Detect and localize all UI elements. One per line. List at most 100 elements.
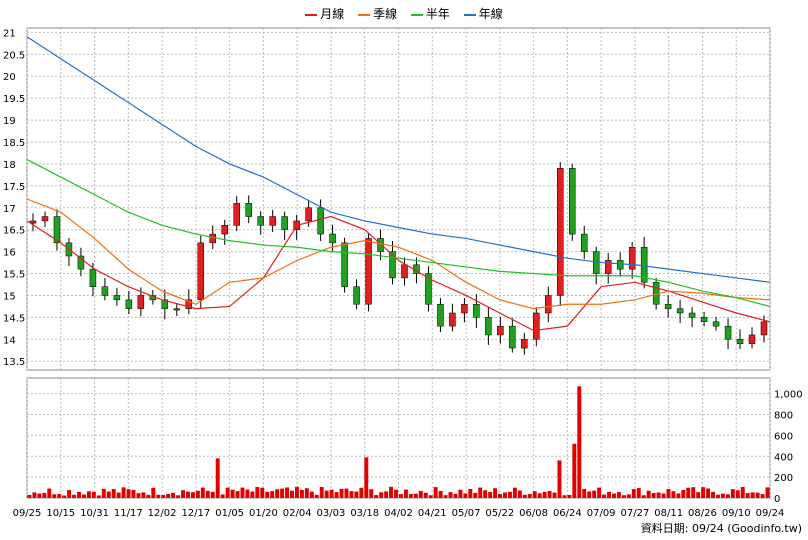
legend-swatch [358, 13, 371, 16]
volume-bar [567, 494, 572, 498]
volume-bar [151, 487, 156, 498]
volume-bar [255, 487, 260, 498]
candle-body [41, 216, 49, 222]
volume-bar [720, 493, 725, 498]
legend-label: 月線 [320, 7, 345, 21]
volume-bar [730, 489, 735, 498]
volume-bar [91, 491, 96, 498]
volume-bar [552, 492, 557, 498]
volume-tick-label: 400 [774, 452, 793, 463]
x-tick-label: 03/03 [317, 508, 346, 519]
volume-bar [433, 487, 438, 498]
volume-bar [582, 488, 587, 498]
volume-bar [171, 492, 176, 498]
volume-bar [200, 487, 205, 498]
legend-label: 半年 [425, 7, 450, 21]
x-tick-label: 11/17 [114, 508, 143, 519]
volume-bar [547, 491, 552, 498]
candle-body [53, 216, 61, 244]
legend-swatch [305, 13, 318, 16]
candle-body [113, 295, 121, 301]
price-tick-label: 16.5 [3, 226, 25, 237]
volume-bar [498, 493, 503, 498]
x-tick-label: 05/07 [452, 508, 481, 519]
volume-bar [651, 493, 656, 498]
volume-bar [503, 492, 507, 498]
volume-bar [131, 489, 136, 498]
x-tick-label: 02/04 [283, 508, 312, 519]
legend-swatch [463, 13, 476, 16]
volume-bar [666, 489, 671, 498]
x-tick-label: 04/02 [384, 508, 413, 519]
volume-bar [96, 495, 101, 498]
price-tick-label: 20 [3, 72, 16, 83]
candle-body [712, 321, 720, 327]
volume-bar [676, 493, 681, 498]
volume-bar [453, 493, 458, 498]
volume-bar [290, 490, 294, 498]
volume-tick-label: 1,000 [774, 390, 803, 401]
volume-bar [195, 490, 200, 498]
volume-bar [275, 489, 280, 498]
legend: 月線 季線 半年 年線 [0, 5, 808, 22]
candle-body [461, 303, 468, 314]
volume-bar [240, 487, 245, 498]
legend-item-monthly[interactable]: 月線 [305, 5, 344, 22]
candle-body [724, 325, 732, 340]
volume-bar [602, 494, 607, 498]
volume-bar [577, 386, 582, 498]
volume-bar [379, 492, 384, 498]
candle-body [365, 238, 372, 305]
volume-bar [205, 490, 210, 498]
legend-item-yearly[interactable]: 年線 [463, 5, 503, 22]
volume-bar [656, 492, 661, 498]
volume-bar [597, 487, 602, 498]
candle-body [305, 207, 312, 222]
candle-body [628, 246, 636, 270]
volume-bar [641, 495, 646, 498]
volume-bar [166, 493, 171, 498]
candle-body [125, 299, 133, 309]
candle-body [329, 233, 336, 244]
volume-bar [57, 494, 62, 498]
volume-bar [418, 490, 423, 498]
volume-tick-label: 600 [774, 431, 793, 442]
legend-swatch [410, 13, 423, 16]
volume-bar [181, 490, 186, 498]
volume-bar [62, 495, 67, 498]
x-axis: 09/25 10/15 10/31 11/17 12/02 12/17 01/05 01/20… [13, 508, 785, 519]
price-panel: 21 20.5 20 19.5 19 18.5 18 17.5 17 16.5 16 15.5 15 14… [3, 27, 771, 371]
price-plot-area [26, 27, 771, 371]
volume-bar [517, 490, 522, 498]
legend-item-quarterly[interactable]: 季線 [358, 5, 397, 22]
volume-bar [72, 494, 77, 498]
volume-bar [527, 494, 532, 498]
volume-bar [443, 495, 448, 498]
legend-item-half-year[interactable]: 半年 [410, 5, 450, 22]
volume-bar [270, 491, 275, 498]
volume-bar [428, 495, 433, 498]
x-tick-label: 05/22 [485, 508, 514, 519]
volume-bar [299, 489, 304, 498]
volume-bar [250, 491, 255, 498]
volume-bar [458, 489, 463, 498]
volume-bar [210, 491, 215, 498]
volume-bar [304, 488, 309, 498]
volume-bar [146, 494, 151, 498]
volume-bar [611, 493, 616, 498]
volume-bar [661, 493, 666, 498]
candle-body [688, 312, 696, 318]
volume-bar [760, 494, 765, 498]
volume-bar [671, 491, 676, 498]
volume-bar [369, 489, 374, 498]
candle-body [736, 339, 744, 344]
candle-body [77, 255, 85, 270]
candle-body [569, 168, 576, 235]
x-tick-label: 01/20 [249, 508, 278, 519]
candle-body [317, 207, 324, 235]
volume-bar [478, 487, 483, 498]
volume-bar [37, 493, 42, 498]
volume-tick-label: 0 [774, 494, 780, 505]
volume-bar [52, 494, 57, 498]
